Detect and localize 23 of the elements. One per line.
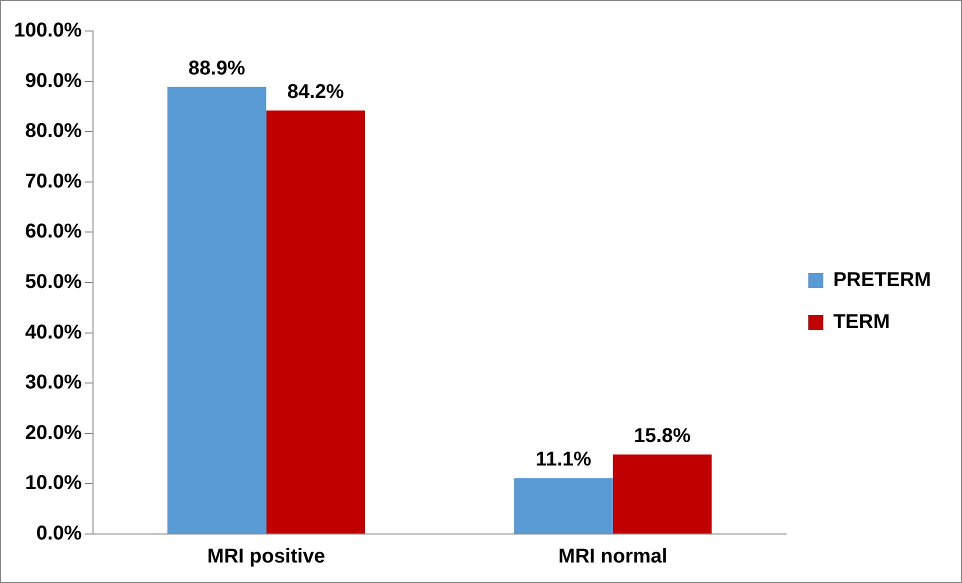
bar — [514, 478, 613, 534]
legend-label: TERM — [833, 311, 890, 334]
y-tick-label: 70.0% — [25, 170, 82, 192]
x-tick-label: MRI normal — [558, 546, 668, 568]
y-tick-label: 10.0% — [25, 472, 82, 494]
x-tick-label: MRI positive — [207, 546, 326, 568]
y-tick-label: 50.0% — [25, 271, 82, 294]
data-label: 15.8% — [634, 425, 691, 448]
y-tick-label: 90.0% — [25, 70, 82, 92]
y-tick-label: 30.0% — [25, 372, 82, 394]
bar — [266, 110, 365, 534]
y-tick-label: 80.0% — [25, 120, 82, 142]
data-label: 88.9% — [188, 57, 246, 80]
y-tick-label: 0.0% — [36, 522, 82, 545]
y-tick-label: 100.0% — [14, 20, 82, 42]
legend-label: PRETERM — [833, 269, 932, 292]
y-tick-label: 20.0% — [25, 422, 82, 444]
bar — [167, 86, 266, 534]
bar — [612, 454, 712, 534]
data-label: 84.2% — [287, 80, 344, 103]
y-tick-label: 40.0% — [25, 321, 82, 344]
y-tick-label: 60.0% — [25, 220, 82, 243]
data-label: 11.1% — [536, 448, 592, 471]
